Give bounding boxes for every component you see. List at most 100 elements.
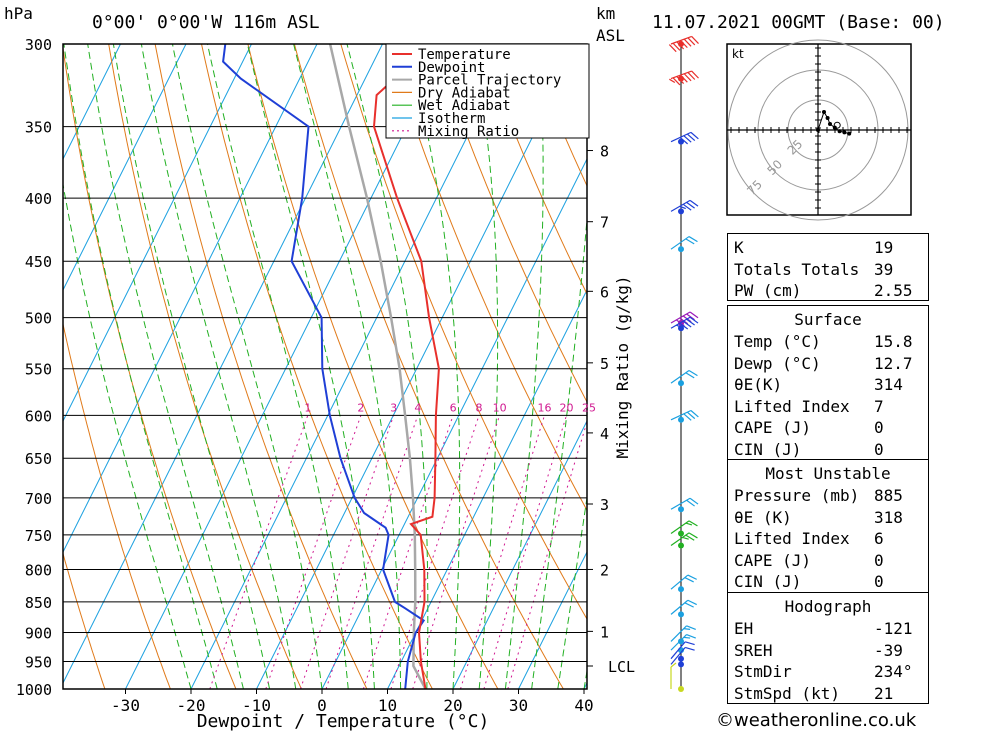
wind-barb-feather bbox=[689, 311, 699, 319]
wind-barb-feather bbox=[679, 136, 688, 145]
wind-level-dot bbox=[678, 611, 684, 618]
wind-level-dot bbox=[678, 586, 684, 593]
index-key: CIN (J) bbox=[734, 572, 802, 591]
wind-barb-feather bbox=[685, 238, 695, 245]
index-row: StmDir 234° bbox=[734, 662, 922, 683]
mixing-ratio-line bbox=[483, 415, 567, 689]
x-tick-label: 0 bbox=[317, 696, 327, 715]
index-row: Temp (°C) 15.8 bbox=[734, 332, 922, 353]
wet-adiabat-line bbox=[504, 44, 544, 689]
wind-barb-feather bbox=[688, 370, 698, 377]
pressure-tick-label: 650 bbox=[25, 450, 52, 468]
index-key: θE (K) bbox=[734, 507, 792, 527]
wet-adiabat-line bbox=[407, 44, 461, 689]
wind-barb-feather bbox=[687, 574, 697, 580]
wind-barb-feather bbox=[679, 322, 689, 330]
wind-barb-feather bbox=[686, 411, 696, 420]
index-row: CIN (J) 0 bbox=[734, 440, 922, 461]
isotherm-line bbox=[387, 288, 587, 689]
dry-adiabat-line bbox=[63, 45, 237, 689]
wind-barb-feather bbox=[690, 131, 699, 140]
sounding-datetime: 11.07.2021 00GMT (Base: 00) bbox=[652, 12, 945, 33]
index-key: Temp (°C) bbox=[734, 332, 821, 351]
index-key: PW (cm) bbox=[734, 281, 802, 300]
wind-barb-shaft bbox=[670, 641, 686, 660]
index-row: CAPE (J) 0 bbox=[734, 551, 922, 572]
dry-adiabat-line bbox=[433, 44, 587, 404]
wind-level-dot bbox=[678, 661, 684, 668]
dry-adiabat-line bbox=[201, 44, 433, 689]
dewpoint-line bbox=[222, 44, 426, 689]
wind-barb-feather bbox=[683, 135, 692, 143]
index-key: StmSpd (kt) bbox=[734, 683, 840, 703]
mixing-ratio-label: 20 bbox=[560, 401, 574, 414]
index-row: K 19 bbox=[734, 238, 922, 259]
hpa-axis-unit: hPa bbox=[4, 4, 33, 23]
wind-barb-feather bbox=[686, 318, 695, 326]
wind-barb-feather bbox=[688, 532, 698, 539]
dry-adiabat-line bbox=[479, 44, 587, 296]
index-key: θE(K) bbox=[734, 375, 783, 394]
wind-level-dot bbox=[678, 686, 684, 692]
index-row: CIN (J) 0 bbox=[734, 572, 922, 593]
wind-barb-shaft bbox=[670, 647, 686, 665]
wind-barb-feather bbox=[682, 536, 689, 540]
index-key: Lifted Index bbox=[734, 529, 850, 548]
wind-barb-feather bbox=[684, 646, 695, 651]
wind-barb-feather bbox=[686, 313, 695, 321]
index-value: 314 bbox=[874, 375, 903, 394]
pressure-tick-label: 500 bbox=[25, 310, 52, 328]
wet-adiabat-line bbox=[207, 44, 349, 689]
wind-barb-feather bbox=[684, 641, 695, 646]
pressure-tick-label: 300 bbox=[25, 36, 52, 54]
index-row: θE(K) 314 bbox=[734, 375, 922, 396]
hodograph-point bbox=[837, 129, 842, 134]
pressure-tick-label: 900 bbox=[25, 625, 52, 643]
mixing-ratio-label: 8 bbox=[475, 401, 482, 414]
dry-adiabat-line bbox=[63, 551, 106, 689]
index-value: 19 bbox=[874, 238, 894, 257]
copyright-footer: ©weatheronline.co.uk bbox=[716, 710, 917, 731]
wind-barb-feather bbox=[690, 410, 699, 418]
index-row: Lifted Index 7 bbox=[734, 397, 922, 418]
legend-entry: Dry Adiabat bbox=[418, 85, 511, 101]
wind-barb-feather bbox=[688, 236, 698, 243]
isotherm-line bbox=[63, 44, 121, 161]
height-tick-label: 6 bbox=[600, 283, 609, 301]
dry-adiabat-line bbox=[340, 44, 587, 620]
index-value: 39 bbox=[874, 259, 894, 279]
wind-barb-feather bbox=[685, 372, 695, 379]
wind-barb-feather bbox=[691, 70, 699, 79]
wet-adiabat-line bbox=[473, 44, 499, 689]
hodograph-point bbox=[822, 110, 826, 114]
isotherm-line bbox=[321, 157, 587, 689]
isotherm-line bbox=[452, 419, 587, 689]
isotherm-line bbox=[63, 44, 252, 423]
wind-level-dot bbox=[678, 416, 684, 423]
temperature-line bbox=[372, 44, 440, 689]
index-key: K bbox=[734, 238, 744, 257]
wind-level-dot bbox=[678, 530, 684, 537]
index-value: 234° bbox=[874, 662, 913, 681]
hodograph-unit: kt bbox=[732, 47, 744, 61]
index-value: 0 bbox=[874, 439, 884, 459]
wind-barb-feather bbox=[679, 205, 686, 210]
indices-section-title: Surface bbox=[794, 310, 862, 329]
indices-section-title: Most Unstable bbox=[765, 464, 891, 483]
pressure-tick-label: 400 bbox=[25, 190, 52, 208]
wind-level-dot bbox=[678, 506, 684, 513]
x-tick-label: -30 bbox=[111, 696, 140, 715]
index-value: -39 bbox=[874, 640, 903, 660]
index-value: 885 bbox=[874, 486, 903, 505]
isotherm-line bbox=[518, 550, 587, 689]
pressure-tick-label: 550 bbox=[25, 361, 52, 379]
index-row: Lifted Index 6 bbox=[734, 529, 922, 550]
isotherm-line bbox=[125, 44, 449, 689]
wet-adiabat-line bbox=[112, 44, 271, 689]
wind-barb-feather bbox=[689, 497, 699, 505]
wind-barb-feather bbox=[687, 71, 696, 80]
mixing-ratio-label: 16 bbox=[538, 401, 552, 414]
wind-barb-feather bbox=[683, 628, 691, 630]
